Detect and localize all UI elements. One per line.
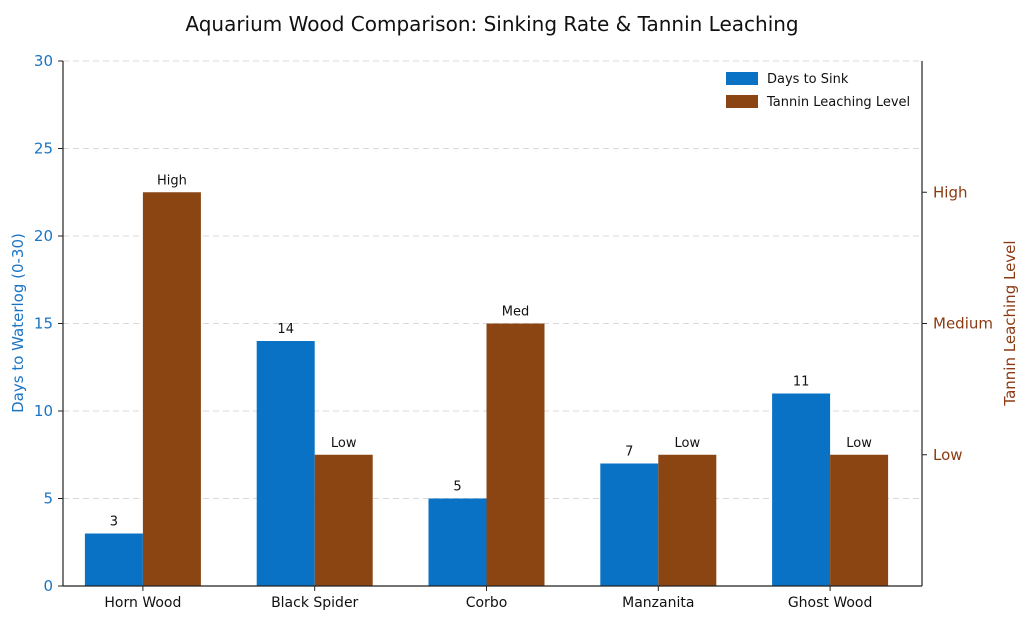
right-tick-label: Low	[933, 446, 963, 464]
legend-swatch-tannin	[726, 95, 758, 108]
bars	[84, 192, 889, 586]
right-tick-label: High	[933, 183, 967, 201]
right-axis-label: Tannin Leaching Level	[1001, 240, 1019, 406]
left-tick-label: 15	[34, 315, 53, 333]
left-tick-label: 25	[34, 140, 53, 158]
data-label-tannin-leaching: Med	[502, 305, 529, 320]
left-axis-ticks: 0 5 10 15 20 25 30	[34, 52, 63, 595]
x-tick-label: Black Spider	[271, 595, 358, 611]
bar-tannin-leaching	[830, 454, 889, 586]
x-tick-label: Horn Wood	[104, 595, 181, 611]
bar-tannin-leaching	[142, 192, 201, 586]
left-tick-label: 5	[43, 490, 53, 508]
data-label-tannin-leaching: Low	[331, 436, 357, 451]
legend: Days to Sink Tannin Leaching Level	[726, 72, 910, 110]
data-labels: 3 High 14 Low 5 Med 7 Low 11 Low	[110, 173, 873, 529]
data-label-tannin-leaching: Low	[846, 436, 872, 451]
bar-days-to-sink	[772, 393, 831, 586]
data-label-days-to-sink: 7	[625, 445, 633, 460]
bar-days-to-sink	[84, 533, 143, 586]
bar-tannin-leaching	[486, 323, 545, 586]
left-tick-label: 10	[34, 402, 53, 420]
x-axis-ticks: Horn Wood Black Spider Corbo Manzanita Ghost…	[104, 586, 872, 611]
data-label-days-to-sink: 11	[793, 375, 810, 390]
bar-days-to-sink	[256, 341, 315, 586]
legend-swatch-days-to-sink	[726, 72, 758, 85]
data-label-days-to-sink: 5	[453, 480, 461, 495]
chart-title: Aquarium Wood Comparison: Sinking Rate &…	[185, 12, 798, 36]
left-tick-label: 20	[34, 227, 53, 245]
right-tick-label: Medium	[933, 315, 993, 333]
x-tick-label: Ghost Wood	[788, 595, 873, 611]
legend-label-days-to-sink: Days to Sink	[767, 72, 849, 87]
bar-tannin-leaching	[314, 454, 373, 586]
data-label-days-to-sink: 3	[110, 515, 118, 530]
x-tick-label: Corbo	[466, 595, 508, 611]
bar-days-to-sink	[428, 498, 487, 586]
x-tick-label: Manzanita	[622, 595, 694, 611]
data-label-tannin-leaching: Low	[674, 436, 700, 451]
data-label-tannin-leaching: High	[157, 173, 187, 188]
left-tick-label: 0	[43, 577, 53, 595]
bar-days-to-sink	[600, 463, 659, 586]
left-tick-label: 30	[34, 52, 53, 70]
bar-tannin-leaching	[658, 454, 717, 586]
data-label-days-to-sink: 14	[277, 322, 294, 337]
right-axis-ticks: Low Medium High	[922, 183, 993, 464]
left-axis-label: Days to Waterlog (0-30)	[9, 233, 27, 413]
legend-label-tannin: Tannin Leaching Level	[766, 95, 910, 110]
